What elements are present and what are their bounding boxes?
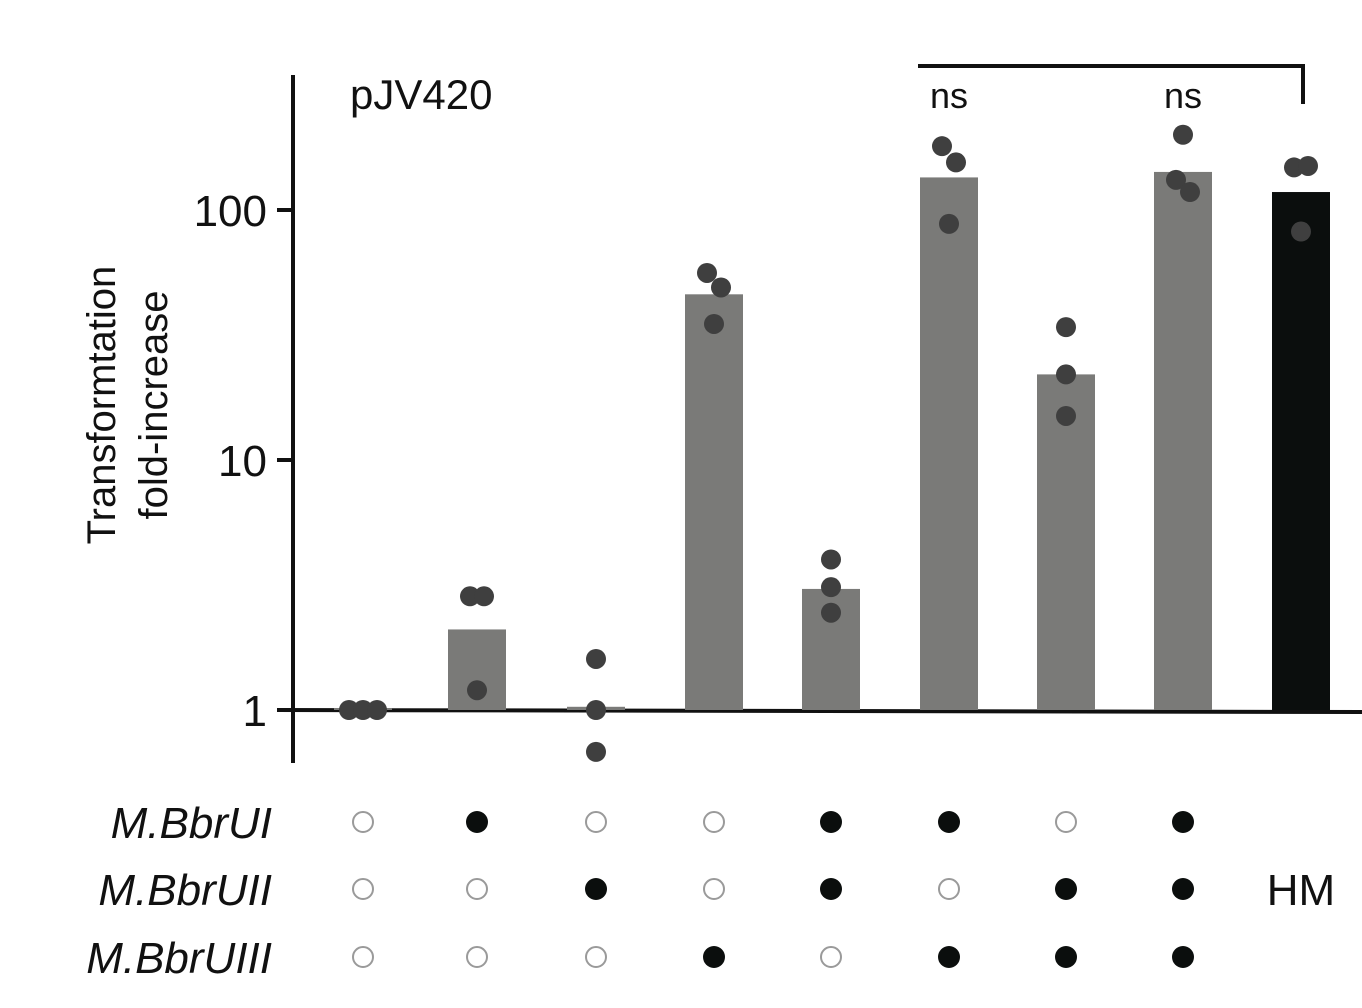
data-point-3-2 [586,700,606,720]
data-point-5-3 [821,602,841,623]
data-point-9-3 [1291,221,1311,242]
data-point-6-1 [932,136,952,157]
present-marker-3-4 [703,946,725,968]
data-point-8-2 [1166,169,1186,190]
absent-marker-2-2 [466,878,488,900]
data-point-2-3 [467,680,487,701]
data-points [339,124,1318,762]
y-axis-label-line-1: Transformtation [80,266,124,545]
absent-marker-3-5 [820,946,842,968]
enzyme-label-2: M.BbrUII [98,866,272,915]
y-ticks: 1 10 100 [194,187,293,736]
data-point-8-1 [1173,124,1193,145]
data-point-8-3 [1180,182,1200,203]
absent-marker-2-1 [352,878,374,900]
absent-marker-1-7 [1055,811,1077,833]
chart-title: pJV420 [350,71,492,118]
absent-marker-1-1 [352,811,374,833]
present-marker-3-6 [938,946,960,968]
data-point-6-3 [939,213,959,234]
significance-label-2: ns [1164,75,1202,116]
data-point-5-1 [821,549,841,570]
x-axis [277,708,1362,714]
data-point-2-1 [460,586,480,607]
present-marker-2-7 [1055,878,1077,900]
y-tick-label-0: 1 [243,687,267,736]
data-point-7-1 [1056,317,1076,338]
absent-marker-1-4 [703,811,725,833]
bar-4 [685,294,743,710]
data-point-1-3 [367,700,387,720]
bar-8 [1154,171,1212,710]
data-point-9-2 [1298,155,1318,176]
data-point-4-1 [697,262,717,283]
absent-marker-2-4 [703,878,725,900]
present-marker-2-3 [585,878,607,900]
data-point-4-2 [711,277,731,298]
bar-6 [920,177,978,710]
data-point-4-3 [704,313,724,334]
absent-marker-1-3 [585,811,607,833]
bar-9 [1272,192,1330,711]
significance-bracket [918,64,1305,104]
y-tick-label-2: 100 [194,187,267,236]
present-marker-3-8 [1172,946,1194,968]
present-marker-1-2 [466,811,488,833]
present-marker-1-6 [938,811,960,833]
absent-marker-3-2 [466,946,488,968]
y-axis-label-line-2: fold-increase [132,290,176,519]
present-marker-3-7 [1055,946,1077,968]
enzyme-label-3: M.BbrUIII [86,934,272,983]
present-marker-2-8 [1172,878,1194,900]
significance-annotation: ns ns [918,64,1305,116]
enzyme-matrix: M.BbrUI M.BbrUII M.BbrUIII HM [86,799,1335,983]
absent-marker-3-1 [352,946,374,968]
hm-label: HM [1267,866,1335,915]
bar-7 [1037,374,1095,710]
absent-marker-3-3 [585,946,607,968]
data-point-7-3 [1056,405,1076,426]
data-point-3-1 [586,648,606,669]
enzyme-label-1: M.BbrUI [111,799,272,848]
data-point-7-2 [1056,364,1076,385]
data-point-2-2 [474,586,494,607]
data-point-5-2 [821,577,841,598]
data-point-1-2 [353,700,373,720]
data-point-6-2 [946,152,966,173]
significance-label-1: ns [930,75,968,116]
data-point-1-1 [339,700,359,720]
data-point-3-3 [586,741,606,762]
bars [334,171,1330,711]
absent-marker-2-6 [938,878,960,900]
y-tick-label-1: 10 [218,437,267,486]
y-axis-label: Transformtation fold-increase [80,266,176,545]
present-marker-1-5 [820,811,842,833]
present-marker-1-8 [1172,811,1194,833]
present-marker-2-5 [820,878,842,900]
